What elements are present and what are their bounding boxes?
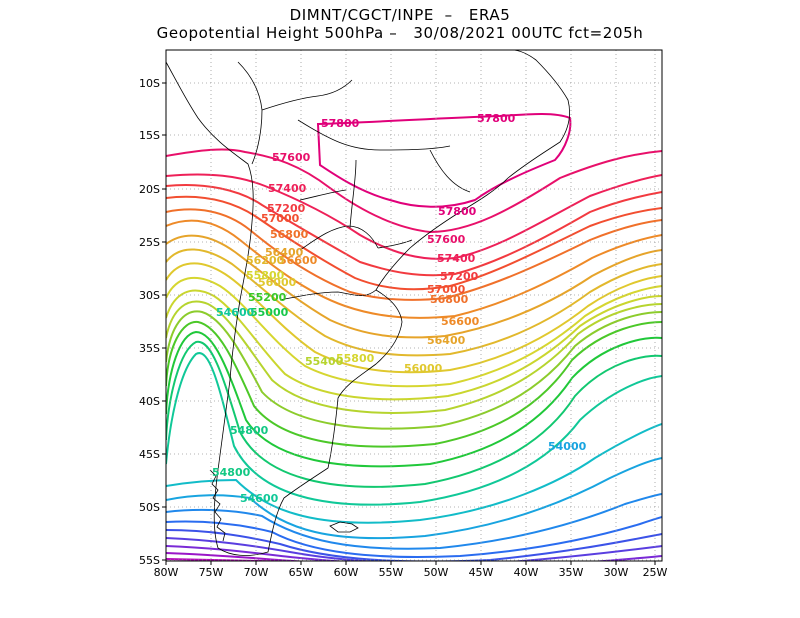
contour-54000 [166, 457, 662, 540]
lat-tick-label: 40S [139, 395, 160, 408]
contour-56400 [166, 234, 662, 339]
chile-archipelago [209, 469, 226, 542]
lat-tick-label: 50S [139, 501, 160, 514]
contour-54200 [166, 423, 662, 524]
contour-55000 [166, 320, 662, 448]
contour-54400 [166, 352, 662, 506]
longitude-axis: 80W 75W 70W 65W 60W 55W 50W 45W 40W 35W … [154, 566, 668, 579]
contour-label: 54600 [216, 306, 255, 319]
contour-label: 57600 [272, 151, 311, 164]
lat-tick-label: 30S [139, 289, 160, 302]
contour-54600 [166, 340, 662, 488]
contour-54800 [166, 330, 662, 468]
contour-label: 57400 [268, 182, 307, 195]
contour-label: 57200 [267, 202, 306, 215]
lat-tick-label: 45S [139, 448, 160, 461]
contour-label: 56200 [246, 254, 285, 267]
map-title-line-2: Geopotential Height 500hPa – 30/08/2021 … [156, 24, 644, 42]
lon-tick-label: 60W [334, 566, 359, 579]
contour-label: 54800 [212, 466, 251, 479]
contour-label: 56400 [265, 246, 304, 259]
interior-borders [279, 119, 471, 301]
contour-55800 [166, 277, 662, 388]
lat-tick-label: 15S [139, 129, 160, 142]
contour-label: 56000 [404, 362, 443, 375]
contour-label: 54000 [548, 440, 587, 453]
contour-labels: 57800 57800 57800 57600 57600 57400 5740… [212, 112, 587, 505]
contour-55600 [166, 289, 662, 401]
contour-label: 57800 [321, 117, 360, 130]
contour-label: 55400 [305, 355, 344, 368]
contour-label: 57800 [438, 205, 477, 218]
coastlines [166, 50, 570, 556]
lon-tick-label: 45W [469, 566, 494, 579]
lon-tick-label: 80W [154, 566, 179, 579]
andes-border [237, 61, 353, 165]
contour-57000 [166, 195, 662, 291]
contour-53800 [166, 493, 662, 550]
contour-57600 [166, 148, 662, 234]
contour-label: 55000 [250, 306, 289, 319]
plot-frame [165, 49, 663, 562]
contour-label: 56800 [430, 293, 469, 306]
contour-52800 [166, 552, 311, 561]
south-america-coastline [166, 50, 570, 556]
lat-tick-label: 55S [139, 554, 160, 567]
lon-tick-label: 70W [244, 566, 269, 579]
contour-label: 54600 [240, 492, 279, 505]
contour-label: 56000 [258, 276, 297, 289]
contour-label: 55200 [248, 291, 287, 304]
lon-tick-label: 75W [199, 566, 224, 579]
lat-tick-label: 20S [139, 183, 160, 196]
contour-label: 57000 [261, 212, 300, 225]
contour-label: 55800 [246, 269, 285, 282]
contour-56800 [166, 208, 662, 301]
contour-label: 54800 [230, 424, 269, 437]
graticule [166, 50, 662, 561]
latitude-axis: 10S 15S 20S 25S 30S 35S 40S 45S 50S 55S [139, 77, 160, 567]
contour-55200 [166, 310, 662, 430]
lon-tick-label: 55W [379, 566, 404, 579]
lon-tick-label: 30W [604, 566, 629, 579]
lon-tick-label: 50W [424, 566, 449, 579]
contour-57800 [316, 113, 572, 208]
contour-53200 [166, 537, 662, 561]
falklands [329, 521, 359, 533]
contour-label: 56800 [270, 228, 309, 241]
contour-53600 [166, 516, 662, 558]
contour-56200 [166, 248, 662, 357]
lat-tick-label: 35S [139, 342, 160, 355]
contour-label: 57000 [427, 283, 466, 296]
contour-label: 56600 [441, 315, 480, 328]
contour-label: 57800 [477, 112, 516, 125]
contour-label: 56600 [279, 254, 318, 267]
map-title-line-1: DIMNT/CGCT/INPE – ERA5 [289, 6, 511, 24]
contour-label: 56400 [427, 334, 466, 347]
lat-tick-label: 25S [139, 236, 160, 249]
height-contours [166, 113, 662, 561]
lon-tick-label: 35W [559, 566, 584, 579]
contour-label: 55800 [336, 352, 375, 365]
lat-tick-label: 10S [139, 77, 160, 90]
contour-57400 [166, 173, 662, 260]
tick-marks [162, 82, 656, 565]
contour-label: 57200 [440, 270, 479, 283]
contour-56600 [166, 219, 662, 319]
contour-55400 [166, 300, 662, 414]
lon-tick-label: 25W [643, 566, 668, 579]
contour-56000 [166, 262, 662, 374]
contour-label: 57600 [427, 233, 466, 246]
contour-label: 57400 [437, 252, 476, 265]
contour-52600 [166, 558, 302, 561]
lon-tick-label: 65W [289, 566, 314, 579]
lon-tick-label: 40W [514, 566, 539, 579]
